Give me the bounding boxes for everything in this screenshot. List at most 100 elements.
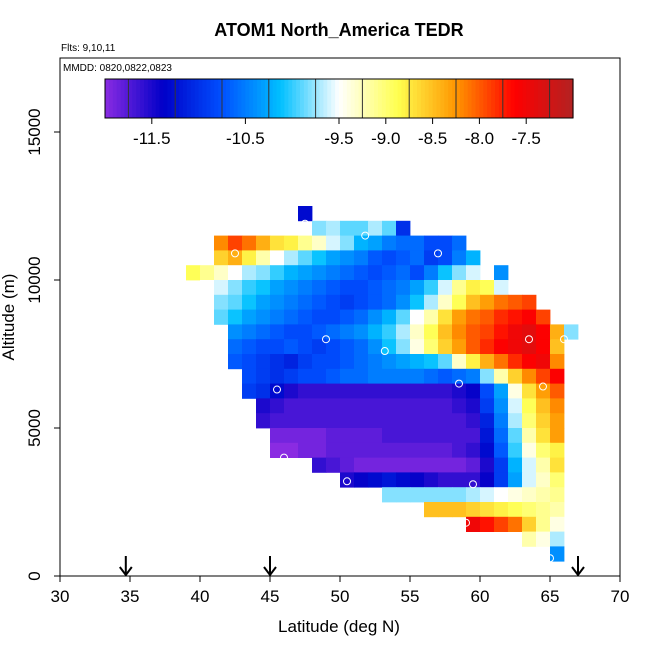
colorbar-segment — [413, 79, 418, 118]
heatmap-cell — [312, 235, 327, 251]
heatmap-cell — [396, 368, 411, 384]
x-tick-label: 55 — [401, 587, 420, 606]
heatmap-cell — [522, 413, 537, 429]
heatmap-cell — [438, 487, 453, 503]
heatmap-cell — [522, 428, 537, 444]
heatmap-cell — [382, 280, 397, 296]
heatmap-cell — [256, 309, 271, 325]
heatmap-cell — [480, 368, 495, 384]
heatmap-cell — [494, 398, 509, 414]
colorbar-segment — [448, 79, 453, 118]
heatmap-cell — [396, 280, 411, 296]
heatmap-cell — [452, 442, 467, 458]
heatmap-cell — [242, 250, 257, 266]
heatmap-cell — [382, 472, 397, 488]
colorbar-segment — [358, 79, 363, 118]
heatmap-cell — [228, 324, 243, 340]
colorbar-segment — [163, 79, 168, 118]
colorbar-segment — [249, 79, 254, 118]
heatmap-cell — [326, 457, 341, 473]
colorbar-segment — [144, 79, 149, 118]
heatmap-cell — [270, 368, 285, 384]
heatmap-cell — [382, 413, 397, 429]
heatmap-cell — [228, 339, 243, 355]
heatmap-cell — [466, 428, 481, 444]
heatmap-cell — [522, 309, 537, 325]
heatmap-cell — [522, 442, 537, 458]
colorbar-segment — [417, 79, 422, 118]
heatmap-cell — [438, 354, 453, 370]
colorbar-tick-label: -10.5 — [226, 129, 265, 148]
colorbar-segment — [288, 79, 293, 118]
heatmap-cell — [354, 368, 369, 384]
heatmap-cell — [368, 250, 383, 266]
observation-point — [380, 347, 389, 356]
colorbar-segment — [280, 79, 285, 118]
heatmap-cell — [438, 413, 453, 429]
heatmap-cell — [396, 442, 411, 458]
heatmap-cell — [368, 235, 383, 251]
heatmap-cell — [284, 309, 299, 325]
colorbar-segment — [300, 79, 305, 118]
heatmap-cell — [424, 339, 439, 355]
heatmap-cell — [494, 472, 509, 488]
colorbar-segment — [128, 79, 133, 118]
heatmap-cell — [200, 280, 215, 296]
heatmap-cell — [480, 457, 495, 473]
heatmap-cell — [424, 487, 439, 503]
colorbar-segment — [561, 79, 566, 118]
colorbar-segment — [405, 79, 410, 118]
heatmap-cell — [340, 442, 355, 458]
heatmap-cell — [494, 368, 509, 384]
heatmap-cell — [382, 309, 397, 325]
heatmap-cell — [494, 265, 509, 281]
heatmap-cell — [508, 487, 523, 503]
heatmap-cell — [270, 324, 285, 340]
colorbar-segment — [471, 79, 477, 118]
heatmap-cell — [340, 220, 355, 236]
heatmap-cell — [410, 309, 425, 325]
colorbar-segment — [456, 79, 461, 118]
heatmap-cell — [284, 324, 299, 340]
heatmap-cell — [242, 368, 257, 384]
heatmap-cell — [550, 472, 565, 488]
colorbar-segment — [323, 79, 328, 118]
heatmap-cell — [312, 457, 327, 473]
heatmap-cell — [340, 250, 355, 266]
heatmap-cell — [284, 339, 299, 355]
colorbar-segment — [120, 79, 126, 118]
heatmap-cell — [312, 413, 327, 429]
heatmap-cell — [536, 309, 551, 325]
colorbar-segment — [487, 79, 492, 118]
heatmap-cell — [466, 383, 481, 399]
colorbar-segment — [393, 79, 399, 118]
colorbar-segment — [167, 79, 172, 118]
heatmap-cell — [354, 339, 369, 355]
heatmap-cell — [256, 339, 271, 355]
heatmap-cell — [396, 383, 411, 399]
heatmap-cell — [298, 398, 313, 414]
colorbar-segment — [233, 79, 239, 118]
colorbar-segment — [553, 79, 558, 118]
heatmap-cell — [354, 324, 369, 340]
colorbar-tick-label: -8.0 — [465, 129, 494, 148]
heatmap-cell — [214, 235, 229, 251]
heatmap-cell — [480, 428, 495, 444]
heatmap-cell — [326, 265, 341, 281]
heatmap-cell — [340, 383, 355, 399]
colorbar-segment — [506, 79, 512, 118]
heatmap-cell — [298, 339, 313, 355]
heatmap-cell — [550, 531, 565, 547]
colorbar-segment — [194, 79, 200, 118]
heatmap-cell — [256, 324, 271, 340]
heatmap-cell — [424, 383, 439, 399]
heatmap-cell — [396, 235, 411, 251]
colorbar-segment — [245, 79, 250, 118]
heatmap-cell — [438, 368, 453, 384]
heatmap-cell — [438, 428, 453, 444]
heatmap-cell — [452, 354, 467, 370]
heatmap-cell — [494, 339, 509, 355]
colorbar-segment — [179, 79, 184, 118]
flight-markers — [119, 556, 585, 577]
